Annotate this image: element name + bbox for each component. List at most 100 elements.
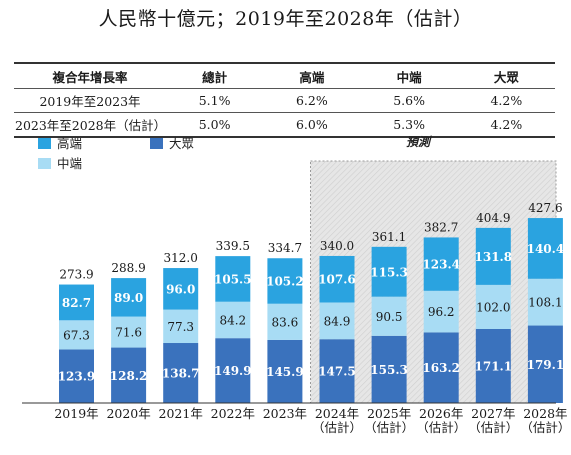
- total-label: 382.7: [424, 220, 458, 234]
- forecast-label: 預測: [406, 135, 432, 149]
- data-label-mid: 84.2: [219, 313, 246, 327]
- bar-segment-mid: [267, 303, 303, 340]
- x-tick-label: 2020年: [106, 406, 150, 421]
- data-label-mid: 83.6: [272, 315, 299, 329]
- cagr-row: 2019年至2023年 5.1% 6.2% 5.6% 4.2%: [14, 88, 555, 113]
- cagr-value: 6.2%: [263, 88, 361, 113]
- total-label: 340.0: [320, 239, 354, 253]
- data-label-mid: 102.0: [476, 300, 510, 314]
- cagr-value: 4.2%: [457, 88, 555, 113]
- data-label-high: 96.0: [166, 282, 195, 296]
- data-label-mass: 128.2: [110, 369, 148, 383]
- cagr-header-row: 複合年增長率 總計 高端 中端 大眾: [14, 62, 555, 89]
- bar-segment-mid: [59, 320, 94, 350]
- total-label: 427.6: [528, 201, 562, 215]
- data-label-mass: 123.9: [58, 370, 96, 384]
- data-label-mid: 108.1: [528, 296, 562, 310]
- total-label: 404.9: [476, 211, 510, 225]
- cagr-value: 4.2%: [457, 112, 555, 138]
- cagr-header: 大眾: [457, 62, 555, 89]
- data-label-high: 89.0: [114, 291, 143, 305]
- x-tick-label: （估計）: [468, 420, 518, 435]
- data-label-mid: 77.3: [167, 320, 194, 334]
- data-label-mid: 67.3: [63, 328, 90, 342]
- bar-segment-high: [475, 227, 511, 285]
- x-tick-label: 2019年: [54, 406, 98, 421]
- legend-swatch-high: [38, 138, 51, 149]
- bar-segment-mass: [475, 328, 511, 403]
- bar-segment-mid: [215, 301, 251, 339]
- data-label-mass: 171.1: [475, 359, 513, 373]
- x-tick-label: 2025年: [367, 406, 411, 421]
- x-tick-label: 2023年: [263, 406, 307, 421]
- bar-segment-high: [371, 246, 407, 297]
- bar-segment-mid: [371, 296, 407, 336]
- legend-label-high: 高端: [57, 136, 82, 151]
- bar-segment-mass: [267, 339, 303, 403]
- bar-segment-mass: [319, 339, 355, 403]
- data-label-mass: 145.9: [266, 365, 304, 379]
- cagr-row: 2023年至2028年（估計） 5.0% 6.0% 5.3% 4.2%: [14, 112, 555, 138]
- bar-segment-mid: [111, 316, 147, 348]
- total-label: 339.5: [216, 239, 250, 253]
- bar-segment-mass: [423, 332, 459, 403]
- data-label-mass: 138.7: [162, 367, 200, 381]
- x-tick-label: （估計）: [364, 420, 414, 435]
- bar-segment-mass: [527, 325, 563, 403]
- x-tick-label: （估計）: [520, 420, 570, 435]
- data-label-mid: 90.5: [376, 310, 403, 324]
- cagr-table: 複合年增長率 總計 高端 中端 大眾 2019年至2023年 5.1% 6.2%…: [14, 62, 555, 138]
- x-tick-label: 2021年: [159, 406, 203, 421]
- x-tick-label: （估計）: [416, 420, 466, 435]
- bar-segment-high: [111, 278, 147, 317]
- data-label-high: 82.7: [62, 296, 91, 310]
- x-tick-label: 2026年: [419, 406, 463, 421]
- cagr-value: 6.0%: [263, 112, 361, 138]
- data-label-high: 123.4: [422, 258, 460, 272]
- data-label-mid: 84.9: [324, 314, 351, 328]
- total-label: 312.0: [164, 251, 198, 265]
- data-label-mass: 147.5: [318, 365, 356, 379]
- data-label-mass: 163.2: [422, 361, 460, 375]
- cagr-header: 中端: [360, 62, 458, 89]
- cagr-value: 5.6%: [360, 88, 458, 113]
- x-tick-label: 2024年: [315, 406, 359, 421]
- x-tick-label: （估計）: [312, 420, 362, 435]
- cagr-value: 5.0%: [166, 112, 264, 138]
- total-label: 334.7: [268, 241, 302, 255]
- bar-segment-high: [163, 268, 199, 310]
- data-label-high: 105.2: [266, 274, 304, 288]
- data-label-mass: 149.9: [214, 364, 252, 378]
- bar-segment-high: [267, 258, 303, 304]
- data-label-mid: 71.6: [115, 326, 142, 340]
- cagr-value: 5.3%: [360, 112, 458, 138]
- legend-label-mass: 大眾: [169, 136, 194, 151]
- bar-segment-high: [423, 237, 459, 291]
- bar-segment-high: [59, 284, 94, 321]
- cagr-header: 總計: [166, 62, 264, 89]
- data-label-high: 140.4: [527, 242, 565, 256]
- bar-segment-mid: [423, 290, 459, 333]
- bar-segment-high: [319, 255, 355, 303]
- data-label-mass: 179.1: [527, 358, 565, 372]
- bar-segment-mid: [527, 278, 563, 326]
- data-label-mid: 96.2: [428, 305, 455, 319]
- bar-segment-mass: [163, 343, 199, 403]
- bar-segment-mid: [163, 309, 199, 344]
- data-label-mass: 155.3: [370, 363, 408, 377]
- bar-segment-mass: [371, 335, 407, 403]
- bar-segment-mid: [475, 284, 511, 329]
- x-tick-label: 2028年: [523, 406, 567, 421]
- total-label: 288.9: [111, 261, 145, 275]
- cagr-header: 複合年增長率: [14, 62, 166, 89]
- bar-segment-mass: [59, 349, 94, 403]
- bar-segment-mass: [111, 347, 147, 403]
- x-tick-label: 2027年: [471, 406, 515, 421]
- chart-title: 人民幣十億元；2019年至2028年（估計）: [98, 8, 473, 30]
- legend-swatch-mass: [150, 138, 163, 149]
- total-label: 273.9: [59, 268, 93, 282]
- total-label: 361.1: [372, 230, 406, 244]
- cagr-period: 2019年至2023年: [14, 88, 166, 113]
- bar-segment-high: [527, 218, 563, 279]
